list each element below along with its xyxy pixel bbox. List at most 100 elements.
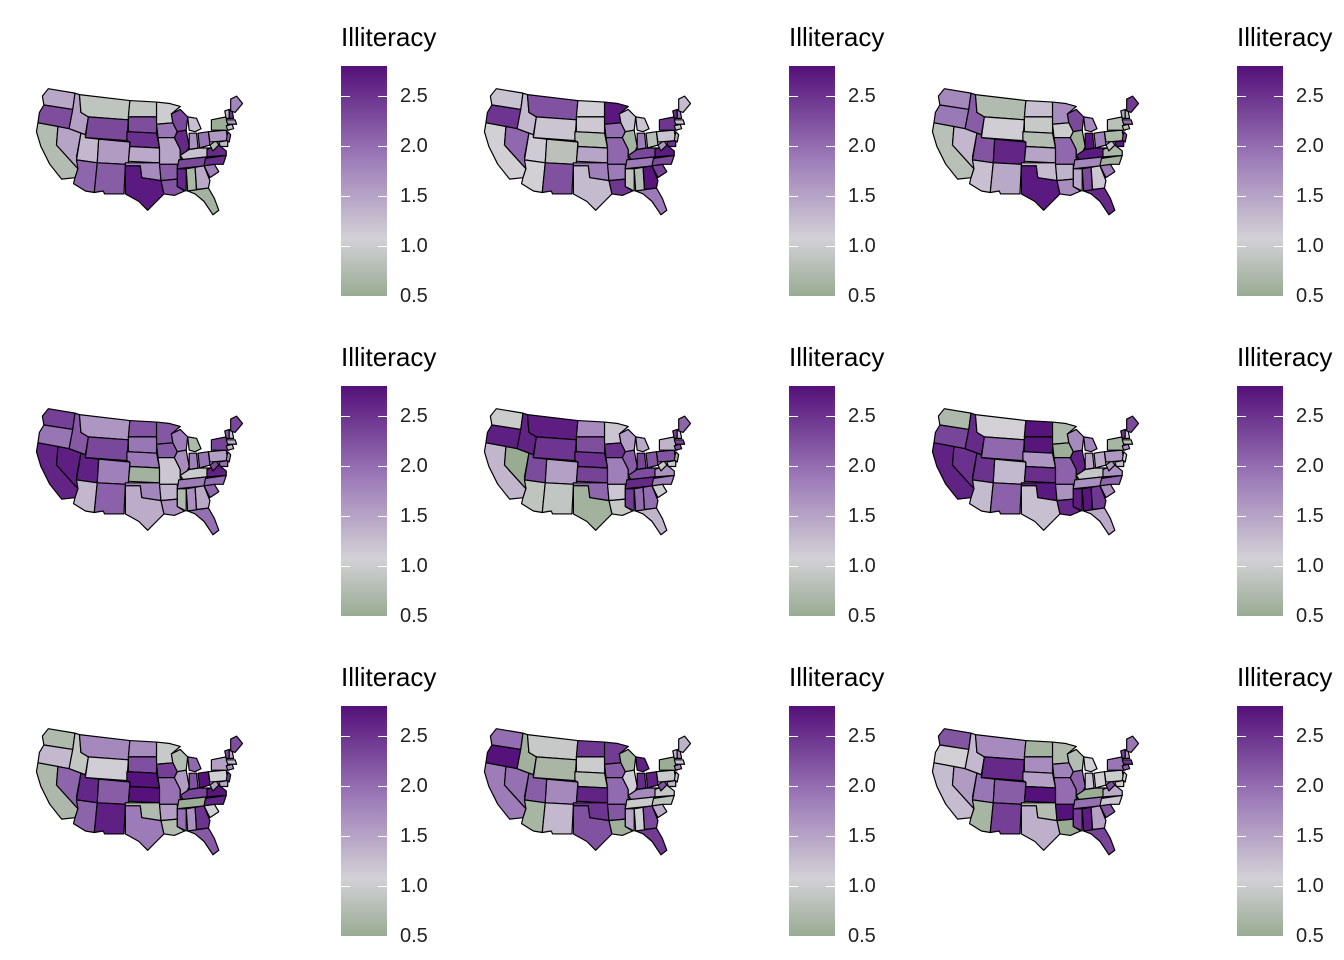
legend-tick-right: [378, 466, 387, 467]
legend-tick-label: 2.0: [400, 455, 428, 477]
state-wy: [980, 116, 1025, 142]
state-md: [666, 139, 677, 148]
legend-color-bar: [1237, 66, 1283, 296]
map-panel: Illiteracy 0.5 1.0 1.5 2.0 2.5: [0, 640, 448, 960]
state-sd: [575, 436, 606, 454]
state-ne_ct: [673, 763, 683, 771]
legend-tick-right: [826, 566, 835, 567]
state-nj: [225, 451, 232, 463]
state-sd: [575, 116, 606, 134]
state-ms: [624, 488, 635, 512]
state-vt: [224, 108, 230, 119]
legend-tick-right: [826, 96, 835, 97]
state-mt: [78, 734, 131, 761]
legend-tick-right: [826, 416, 835, 417]
state-oh: [197, 451, 211, 469]
legend-tick-right: [378, 516, 387, 517]
state-fl: [635, 187, 668, 216]
legend-tick-left: [341, 836, 350, 837]
legend-tick-label: 1.5: [848, 825, 876, 847]
state-ga: [1090, 165, 1107, 191]
state-pa: [207, 449, 229, 463]
state-vt: [672, 108, 678, 119]
legend-tick-left: [341, 566, 350, 567]
legend-title: Illiteracy: [1237, 662, 1333, 692]
legend-tick-right: [826, 736, 835, 737]
legend-tick-right: [378, 936, 387, 937]
legend-tick-left: [1237, 886, 1246, 887]
legend-tick-left: [789, 836, 798, 837]
legend-tick-left: [341, 246, 350, 247]
state-mi: [1083, 436, 1098, 453]
state-pa: [1103, 129, 1125, 143]
legend-tick-right: [378, 246, 387, 247]
state-co: [96, 778, 131, 805]
state-in: [1084, 132, 1095, 151]
legend-tick-right: [1274, 736, 1283, 737]
state-oh: [197, 131, 211, 149]
state-mt: [974, 734, 1027, 761]
legend-tick-label: 1.0: [400, 555, 428, 577]
state-ms: [176, 808, 187, 832]
legend-tick-left: [1237, 296, 1246, 297]
state-ks: [1023, 785, 1057, 804]
legend-tick-left: [789, 466, 798, 467]
legend-tick-right: [1274, 466, 1283, 467]
legend-tick-label: 1.0: [400, 235, 428, 257]
state-az: [520, 159, 546, 194]
state-ma: [1121, 439, 1134, 445]
legend-tick-left: [341, 516, 350, 517]
legend-tick-label: 1.5: [848, 185, 876, 207]
legend-tick-left: [1237, 936, 1246, 937]
state-co: [544, 778, 579, 805]
state-ne_ct: [673, 123, 683, 131]
usa-choropleth-map: [483, 728, 692, 856]
state-vt: [1120, 428, 1126, 439]
legend-tick-label: 0.5: [400, 285, 428, 307]
state-ne: [126, 771, 161, 789]
state-me: [230, 735, 244, 754]
state-ne_ct: [225, 123, 235, 131]
state-tx: [1020, 485, 1061, 531]
state-tx: [572, 805, 613, 851]
state-ma: [673, 759, 686, 765]
legend-tick-right: [826, 246, 835, 247]
state-az: [72, 799, 98, 834]
legend-tick-left: [1237, 736, 1246, 737]
state-sd: [575, 756, 606, 774]
state-ms: [1072, 488, 1083, 512]
state-sd: [127, 756, 158, 774]
state-ma: [673, 439, 686, 445]
state-co: [992, 458, 1027, 485]
state-ne: [126, 131, 161, 149]
legend-tick-label: 2.0: [848, 135, 876, 157]
state-co: [96, 138, 131, 165]
state-mt: [526, 414, 579, 441]
legend-tick-label: 2.0: [400, 135, 428, 157]
legend-tick-label: 2.0: [400, 775, 428, 797]
legend-tick-right: [378, 196, 387, 197]
legend-title: Illiteracy: [789, 662, 885, 692]
map-panel: Illiteracy 0.5 1.0 1.5 2.0 2.5: [448, 0, 896, 320]
state-nj: [1121, 771, 1128, 783]
legend-tick-right: [826, 516, 835, 517]
state-fl: [187, 827, 220, 856]
state-in: [188, 452, 199, 471]
state-az: [72, 479, 98, 514]
state-ne_ct: [673, 443, 683, 451]
state-tx: [1020, 805, 1061, 851]
legend-tick-right: [1274, 836, 1283, 837]
legend-tick-right: [1274, 886, 1283, 887]
legend-title: Illiteracy: [1237, 342, 1333, 372]
state-ms: [1072, 808, 1083, 832]
state-nd: [1023, 419, 1054, 438]
legend-tick-left: [789, 96, 798, 97]
state-nd: [575, 739, 606, 758]
state-nm: [989, 802, 1023, 835]
state-ar: [158, 163, 178, 182]
legend-tick-label: 1.5: [1296, 825, 1324, 847]
legend-tick-label: 2.5: [400, 725, 428, 747]
state-vt: [672, 428, 678, 439]
map-panel: Illiteracy 0.5 1.0 1.5 2.0 2.5: [448, 640, 896, 960]
state-co: [544, 458, 579, 485]
